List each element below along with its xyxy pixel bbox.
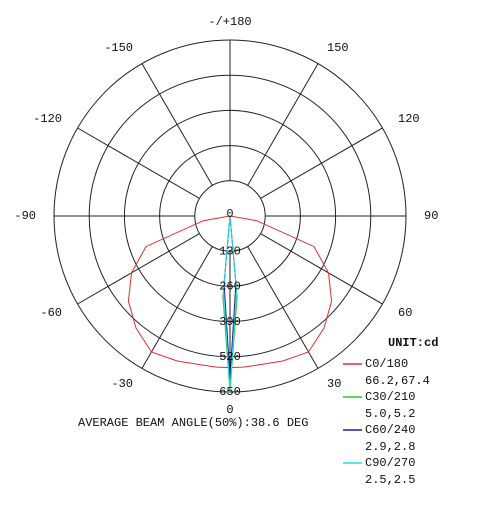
legend-beam: 2.9,2.8 <box>365 440 415 454</box>
radial-tick-label: 260 <box>219 280 241 294</box>
radial-tick-label: 650 <box>219 385 241 399</box>
angle-label: -/+180 <box>208 15 251 29</box>
angle-label: 60 <box>398 306 412 320</box>
legend-label: C30/210 <box>365 390 415 404</box>
legend-label: C90/270 <box>365 456 415 470</box>
radial-tick-label: 520 <box>219 350 241 364</box>
grid-spoke <box>141 246 213 369</box>
grid-spoke <box>260 127 383 199</box>
unit-label: UNIT:cd <box>388 336 438 350</box>
legend-beam: 2.5,2.5 <box>365 473 415 487</box>
angle-label: -60 <box>40 306 62 320</box>
grid-spoke <box>77 127 200 199</box>
grid-spoke <box>141 63 213 186</box>
legend-label: C60/240 <box>365 423 415 437</box>
grid-spoke <box>247 246 319 369</box>
angle-label: 30 <box>327 377 341 391</box>
grid-spoke <box>247 63 319 186</box>
angle-label: 120 <box>398 112 420 126</box>
radial-tick-label: 130 <box>219 244 241 258</box>
angle-label: -150 <box>104 41 133 55</box>
angle-label: 0 <box>226 403 233 417</box>
grid-spoke <box>77 233 200 305</box>
grid-spoke <box>260 233 383 305</box>
angle-label: 150 <box>327 41 349 55</box>
legend-beam: 66.2,67.4 <box>365 374 430 388</box>
angle-label: -90 <box>14 209 36 223</box>
angle-label: 90 <box>424 209 438 223</box>
legend-label: C0/180 <box>365 357 408 371</box>
legend-beam: 5.0,5.2 <box>365 407 415 421</box>
radial-tick-label: 0 <box>226 207 233 221</box>
series-curve <box>222 215 238 390</box>
radial-tick-label: 390 <box>219 315 241 329</box>
series-curve <box>127 215 333 369</box>
angle-label: -30 <box>111 377 133 391</box>
beam-angle-note: AVERAGE BEAM ANGLE(50%):38.6 DEG <box>78 416 308 430</box>
angle-label: -120 <box>33 112 62 126</box>
